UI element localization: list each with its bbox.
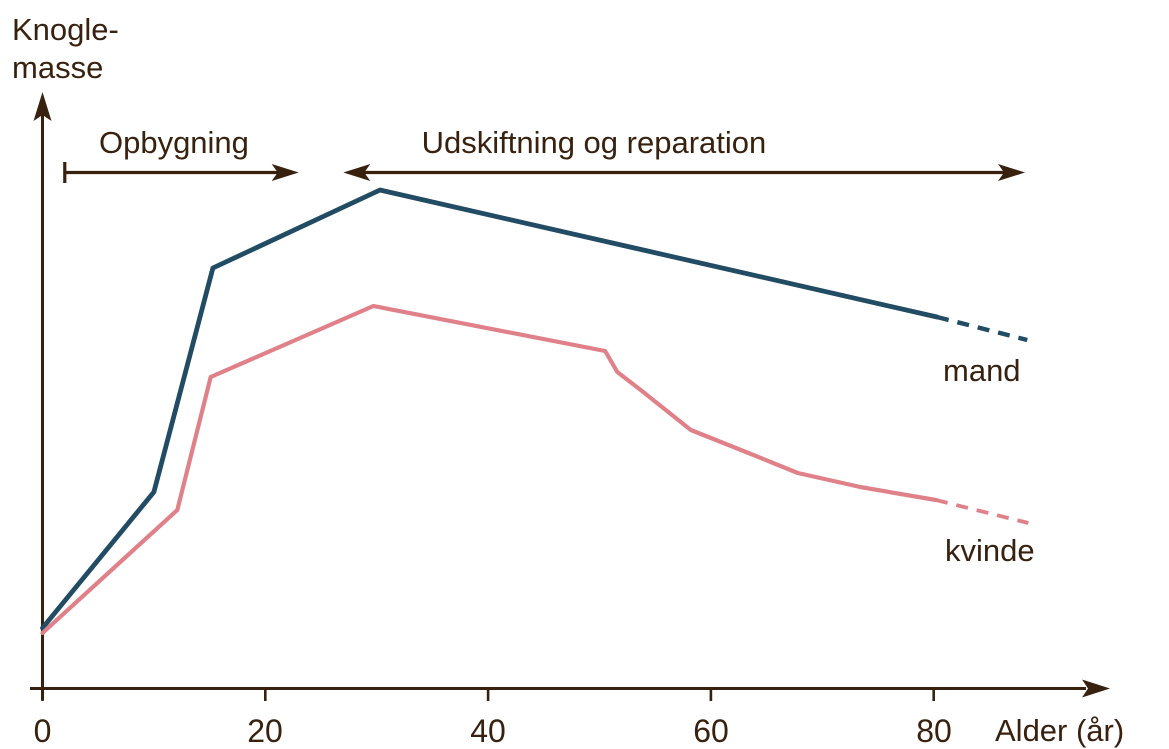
- x-tick-label-80: 80: [916, 713, 952, 749]
- annotation-label: Opbygning: [99, 125, 249, 160]
- kvinde-curve: [40, 303, 938, 636]
- x-axis-arrowhead-icon: [1082, 679, 1110, 698]
- x-tick-label-60: 60: [693, 713, 729, 749]
- x-tick-label-40: 40: [470, 713, 506, 749]
- phase-annotations: Opbygning Udskiftning og reparation: [63, 125, 1026, 183]
- series-label-kvinde: kvinde: [945, 533, 1035, 568]
- x-tick-label-0: 0: [34, 713, 52, 749]
- mand-curve: [40, 187, 940, 631]
- x-axis-ticks: [41, 688, 936, 701]
- arrowhead-left-icon: [343, 164, 371, 181]
- y-axis-arrowhead-icon: [33, 92, 52, 121]
- series-label-mand: mand: [943, 353, 1021, 388]
- arrowhead-right-icon: [271, 164, 299, 181]
- mand-curve-dashed-extension: [936, 314, 1028, 343]
- arrowhead-right-icon: [998, 164, 1026, 181]
- kvinde-curve-dashed-extension: [935, 498, 1029, 525]
- y-axis-label-line2: masse: [12, 50, 103, 85]
- y-axis-label-line1: Knogle-: [12, 12, 119, 47]
- axes: [30, 112, 1086, 700]
- annotation-label: Udskiftning og reparation: [422, 125, 767, 160]
- x-axis-label: Alder (år): [995, 713, 1124, 748]
- annotation-udskiftning: Udskiftning og reparation: [343, 125, 1026, 181]
- curves: [40, 187, 1029, 636]
- x-tick-label-20: 20: [247, 713, 283, 749]
- annotation-opbygning: Opbygning: [63, 125, 299, 183]
